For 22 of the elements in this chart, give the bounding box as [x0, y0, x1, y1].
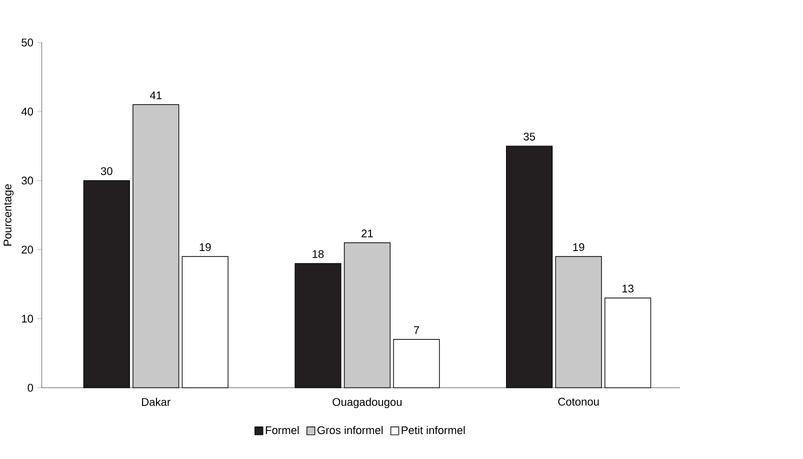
y-tick-label: 10: [22, 314, 34, 322]
y-tick-label: 40: [21, 107, 34, 116]
y-tick-label: 30: [22, 176, 34, 184]
y-axis-title: Pourcentage: [4, 184, 14, 246]
legend-label: Formel: [266, 426, 299, 434]
data-label: 19: [573, 243, 584, 251]
data-label: 13: [622, 284, 634, 292]
data-label: 19: [200, 243, 211, 251]
data-label: 21: [362, 229, 373, 238]
legend-label: Gros informel: [318, 426, 383, 434]
y-tick-label: 0: [28, 384, 34, 392]
x-tick-label: Ouagadougou: [332, 398, 402, 408]
y-tick-label: 20: [22, 246, 34, 254]
data-label: 35: [524, 132, 536, 140]
data-label: 41: [150, 91, 162, 99]
data-label: 7: [414, 326, 419, 334]
y-tick-label: 50: [22, 38, 34, 46]
x-tick-label: Cotonou: [558, 398, 599, 406]
legend-label: Petit informel: [402, 426, 465, 434]
data-label: 30: [100, 167, 112, 175]
data-label: 18: [312, 250, 324, 258]
x-tick-label: Dakar: [142, 398, 170, 406]
